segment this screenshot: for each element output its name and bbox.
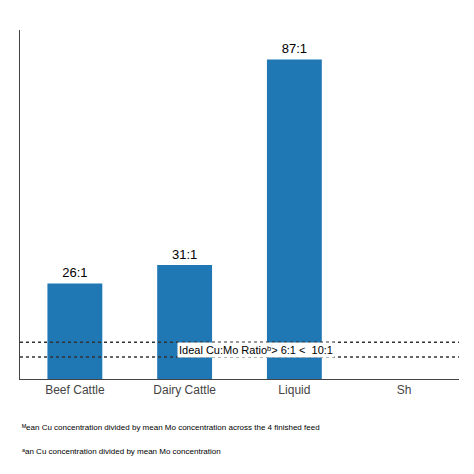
svg-text:26:1: 26:1 [62,265,87,280]
svg-text:Dairy Cattle: Dairy Cattle [153,383,216,397]
svg-text:ᴹean Cu concentration divided: ᴹean Cu concentration divided by mean Mo… [22,423,320,432]
svg-text:Sh: Sh [397,383,412,397]
svg-text:Ideal Cu:Mo Ratioᵇ> 6:1 < 10:: Ideal Cu:Mo Ratioᵇ> 6:1 < 10:1 [179,344,333,356]
svg-text:Liquid: Liquid [278,383,310,397]
svg-text:31:1: 31:1 [172,247,197,262]
svg-text:ᵃan Cu concentration divided b: ᵃan Cu concentration divided by mean Mo … [22,447,221,456]
svg-text:Beef Cattle: Beef Cattle [45,383,105,397]
svg-text:87:1: 87:1 [282,41,307,56]
